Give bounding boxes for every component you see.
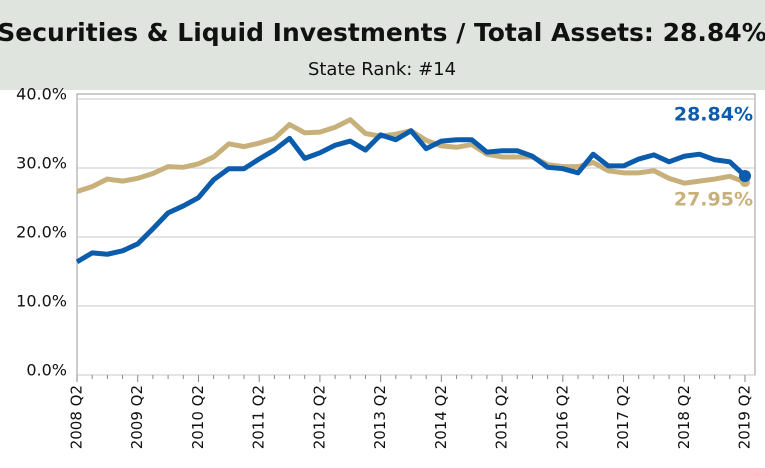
- x-tick-label: 2015 Q2: [493, 385, 511, 449]
- x-tick-label: 2012 Q2: [310, 385, 328, 449]
- y-tick-label: 40.0%: [16, 85, 67, 104]
- x-tick-label: 2009 Q2: [128, 385, 146, 449]
- x-tick-label: 2019 Q2: [736, 385, 754, 449]
- x-tick-label: 2014 Q2: [432, 385, 450, 449]
- chart-subtitle: State Rank: #14: [308, 59, 456, 80]
- x-tick-label: 2018 Q2: [675, 385, 693, 449]
- x-tick-label: 2011 Q2: [250, 385, 268, 449]
- y-tick-label: 0.0%: [26, 361, 67, 380]
- x-tick-label: 2013 Q2: [371, 385, 389, 449]
- header-band: [0, 0, 765, 90]
- end-point: [739, 170, 751, 183]
- y-tick-label: 10.0%: [16, 292, 67, 311]
- y-tick-label: 30.0%: [16, 154, 67, 173]
- y-tick-label: 20.0%: [16, 223, 67, 242]
- value-label: 28.84%: [674, 104, 753, 126]
- x-tick-label: 2016 Q2: [553, 385, 571, 449]
- x-tick-label: 2017 Q2: [614, 385, 632, 449]
- series-line: [75, 128, 747, 264]
- x-tick-label: 2010 Q2: [189, 385, 207, 449]
- chart-title: Securities & Liquid Investments / Total …: [0, 18, 765, 47]
- x-tick-label: 2008 Q2: [68, 385, 86, 449]
- value-label: 27.95%: [674, 189, 753, 211]
